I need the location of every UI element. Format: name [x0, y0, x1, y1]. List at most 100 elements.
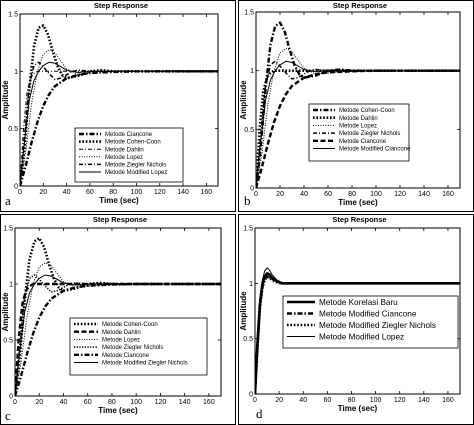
legend-entry: Metode Modified Lopez	[319, 332, 404, 341]
legend-entry: Metode Dahlin	[105, 147, 144, 153]
series-line-4	[255, 267, 460, 394]
x-tick-label: 60	[323, 397, 331, 404]
chart-panel-d: Step Response 0 20 40 60 80 100 120 140 160 0 0.5 1 1…	[238, 214, 474, 425]
y-tick-label: 0.5	[244, 127, 254, 134]
x-tick-label: 120	[394, 397, 406, 404]
x-tick-label: 80	[109, 189, 117, 196]
x-tick-label: 140	[418, 397, 430, 404]
x-tick-label: 160	[203, 399, 215, 406]
legend-entry: Metode Ziegler Nichols	[339, 131, 400, 137]
x-tick-label: 80	[108, 399, 116, 406]
chart-title: Step Response	[93, 215, 147, 224]
x-tick-label: 60	[86, 189, 94, 196]
y-axis-label: Amplitude	[239, 291, 248, 331]
series-line-6	[20, 61, 218, 186]
x-tick-label: 160	[442, 397, 454, 404]
x-tick-label: 100	[131, 189, 143, 196]
legend-entry: Metode Modified Ziegler Nichols	[102, 361, 188, 367]
series-line-6	[15, 274, 221, 396]
legend-box	[282, 295, 459, 349]
x-tick-label: 160	[201, 189, 213, 196]
x-axis-label: Time (sec)	[338, 404, 378, 413]
x-tick-label: 140	[179, 399, 191, 406]
series-line-5	[15, 282, 221, 396]
series-line-3	[20, 70, 218, 186]
series-line-2	[20, 24, 218, 186]
legend-entry: Metode Ciancone	[102, 353, 150, 359]
x-tick-label: 120	[394, 191, 406, 198]
series-line-4	[15, 274, 221, 396]
x-tick-label: 20	[39, 189, 47, 196]
y-tick-label: 0.5	[3, 338, 13, 345]
legend: Metode Cohen-Coon Metode Dahlin Metode Lop…	[69, 317, 208, 376]
y-tick-label: 1	[9, 282, 13, 289]
legend-entry: Metode Lopez	[339, 124, 377, 130]
chart-title: Step Response	[94, 1, 148, 10]
panel-letter: a	[5, 193, 11, 208]
legend-entry: Metode Ziegler Nichols	[105, 163, 166, 169]
x-tick-label: 20	[276, 191, 284, 198]
x-tick-label: 40	[60, 399, 68, 406]
x-tick-label: 80	[348, 397, 356, 404]
chart-panel-c: Step Response 0 20 40 60 80 100 120 140 160 0 0.5 1 1…	[0, 214, 236, 425]
x-tick-label: 60	[84, 399, 92, 406]
y-axis-label: Amplitude	[239, 80, 248, 120]
x-tick-label: 40	[299, 397, 307, 404]
x-tick-label: 0	[13, 399, 17, 406]
panel-letter: b	[244, 193, 251, 208]
y-tick-label: 0	[9, 394, 13, 401]
chart-panel-b: Step Response 0 20 40 60 80 100 120 140 160 0 0.5 1 1…	[238, 0, 474, 212]
legend-entry: Metode Cohen-Coon	[339, 108, 395, 114]
x-axis-label: Time (sec)	[99, 196, 139, 205]
y-tick-label: 0.5	[243, 336, 253, 343]
legend-entry: Metode Modified Ziegler Nichols	[319, 321, 436, 330]
y-tick-label: 1.5	[8, 12, 18, 19]
legend-entry: Metode Lopez	[102, 338, 140, 344]
legend: Metode Cohen-Coon Metode Dahlin Metode Lop…	[308, 103, 411, 162]
x-axis-label: Time (sec)	[98, 406, 138, 415]
y-tick-label: 0	[14, 184, 18, 191]
y-axis-label: Amplitude	[1, 292, 10, 332]
x-tick-label: 140	[418, 191, 430, 198]
legend-entry: Metode Cohen-Coon	[102, 322, 158, 328]
panel-letter: c	[5, 408, 11, 423]
x-tick-label: 100	[370, 191, 382, 198]
y-tick-label: 0	[250, 186, 254, 193]
x-axis-label: Time (sec)	[338, 198, 378, 207]
legend: Metode Korelasi Baru Metode Modified Cian…	[282, 295, 459, 349]
x-tick-label: 100	[370, 397, 382, 404]
x-tick-label: 140	[177, 189, 189, 196]
panel-letter: d	[256, 406, 263, 421]
y-tick-label: 1	[249, 281, 253, 288]
x-tick-label: 60	[324, 191, 332, 198]
y-tick-label: 1	[14, 69, 18, 76]
y-tick-label: 1.5	[243, 226, 253, 233]
legend-entry: Metode Dahlin	[102, 330, 141, 336]
chart-panel-a: Step Response 0 20 40 60 80 100 120 140 160 0 0.5 1 1…	[0, 0, 236, 212]
series-line-1	[256, 21, 460, 188]
x-tick-label: 40	[63, 189, 71, 196]
legend-entry: Metode Lopez	[105, 155, 143, 161]
legend-box	[74, 127, 184, 183]
chart-title: Step Response	[333, 1, 387, 10]
legend-entry: Metode Dahlin	[339, 116, 378, 122]
y-tick-label: 1.5	[3, 226, 13, 233]
series-line-5	[256, 69, 460, 188]
y-tick-label: 1	[250, 68, 254, 75]
legend-entry: Metode Korelasi Baru	[319, 298, 398, 307]
x-tick-label: 20	[35, 399, 43, 406]
x-tick-label: 40	[300, 191, 308, 198]
legend-entry: Metode Modified Ciancone	[319, 309, 417, 318]
x-tick-label: 0	[253, 397, 257, 404]
series-line-1	[20, 70, 218, 186]
series-line-4	[20, 49, 218, 186]
legend-box	[69, 317, 208, 376]
x-tick-label: 100	[130, 399, 142, 406]
chart-title: Step Response	[332, 215, 386, 224]
series-line-6	[256, 60, 460, 188]
y-tick-label: 1.5	[244, 10, 254, 17]
y-axis-label: Amplitude	[1, 80, 10, 120]
y-tick-label: 0	[249, 392, 253, 399]
